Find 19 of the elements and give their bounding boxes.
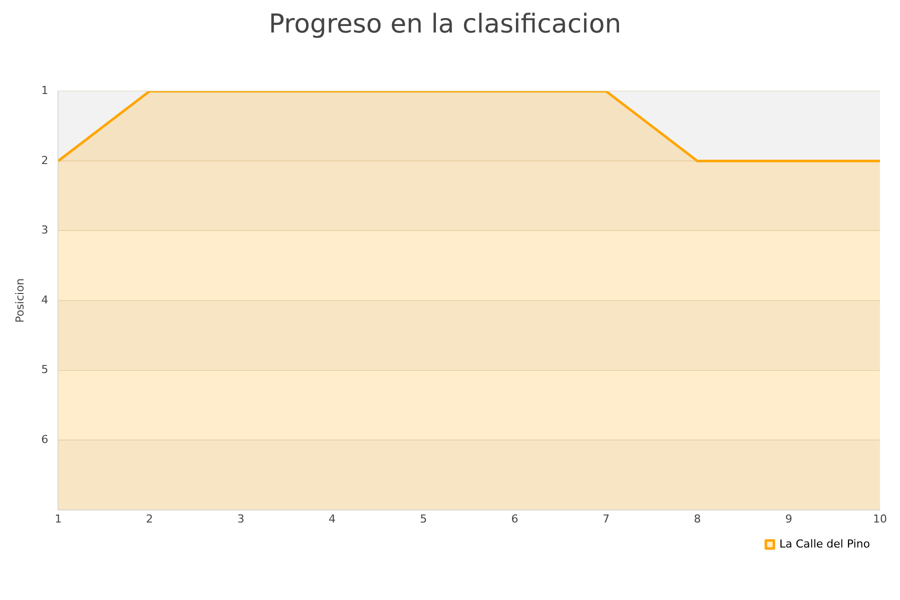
y-tick-label: 2 bbox=[41, 154, 48, 167]
x-tick-label: 10 bbox=[873, 512, 887, 526]
y-tick-label: 5 bbox=[41, 363, 48, 376]
y-tick-label: 1 bbox=[41, 84, 48, 98]
y-tick-label: 3 bbox=[41, 224, 48, 237]
y-tick-label: 6 bbox=[41, 432, 48, 446]
x-tick-label: 9 bbox=[785, 512, 792, 526]
x-tick-label: 8 bbox=[694, 512, 701, 526]
y-axis-title: Posicion bbox=[13, 278, 26, 323]
x-tick-label: 7 bbox=[602, 512, 610, 526]
chart-title: Progreso en la clasificacion bbox=[268, 9, 622, 40]
x-tick-label: 3 bbox=[237, 512, 244, 526]
legend-label: La Calle del Pino bbox=[779, 537, 870, 550]
x-tick-label: 2 bbox=[146, 512, 154, 526]
x-tick-label: 1 bbox=[54, 512, 62, 526]
y-tick-label: 4 bbox=[41, 293, 48, 306]
x-tick-label: 6 bbox=[511, 512, 518, 526]
x-tick-label: 5 bbox=[420, 512, 427, 526]
x-tick-label: 4 bbox=[328, 512, 336, 526]
